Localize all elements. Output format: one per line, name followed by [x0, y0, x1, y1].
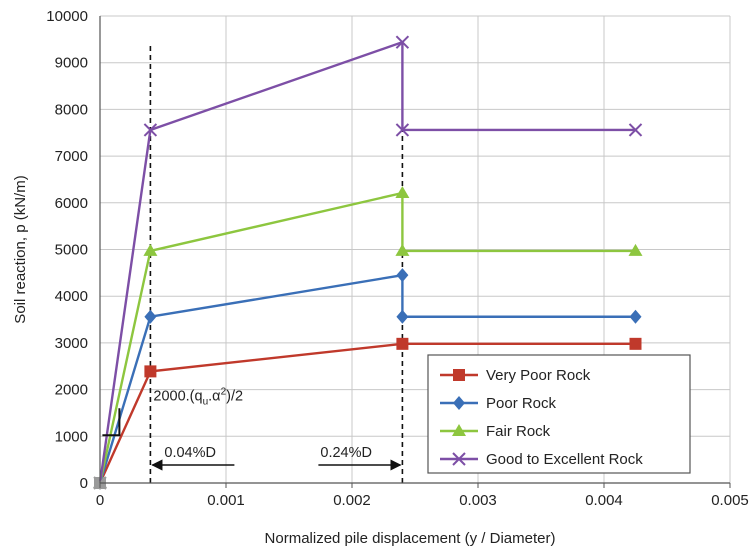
- marker-x-stroke: [395, 123, 410, 137]
- annotations: 2000.(qu.α2)/2 0.04%D 0.24%D: [102, 387, 402, 471]
- marker-diamond: [629, 309, 642, 324]
- x-tick-label: 0.005: [711, 492, 749, 509]
- marker-square: [396, 337, 409, 350]
- y-tick-label: 8000: [55, 101, 88, 118]
- marker-diamond: [453, 396, 465, 410]
- x-tick-label: 0.003: [459, 492, 497, 509]
- legend-label: Good to Excellent Rock: [486, 451, 643, 468]
- y-tick-label: 9000: [55, 55, 88, 72]
- marker-triangle: [395, 243, 410, 256]
- marker-x-stroke: [452, 452, 466, 466]
- slope-label: 2000.(qu.α2)/2: [153, 387, 243, 408]
- marker-diamond: [396, 268, 409, 283]
- marker-triangle: [395, 185, 410, 198]
- marker-x-stroke: [143, 123, 158, 137]
- slope-label-main: 2000.(q: [153, 389, 202, 405]
- slope-label-mid: .α: [208, 389, 220, 405]
- series-fair-rock: [93, 185, 643, 488]
- y-tick-label: 1000: [55, 428, 88, 445]
- marker-diamond: [144, 309, 157, 324]
- y-tick-label: 0: [80, 475, 88, 492]
- marker-x-stroke: [628, 123, 643, 137]
- legend-label: Poor Rock: [486, 395, 557, 412]
- grid: [100, 15, 731, 483]
- legend-item: Poor Rock: [440, 395, 557, 412]
- legend-label: Very Poor Rock: [486, 367, 591, 384]
- x-tick-label: 0.002: [333, 492, 371, 509]
- marker-square: [629, 337, 642, 350]
- marker-x: [452, 452, 466, 466]
- marker-x: [143, 123, 158, 137]
- y-tick-label: 7000: [55, 148, 88, 165]
- marker-square: [144, 365, 157, 378]
- x-tick-label: 0: [96, 492, 104, 509]
- y-axis-title: Soil reaction, p (kN/m): [12, 175, 29, 323]
- marker-x-stroke: [395, 35, 410, 49]
- legend-item: Fair Rock: [440, 423, 551, 440]
- x-tick-label: 0.001: [207, 492, 245, 509]
- marker-diamond: [396, 309, 409, 324]
- reference-lines: [149, 42, 404, 483]
- series-layer: [93, 35, 643, 490]
- axes: 0 0.001 0.002 0.003 0.004 0.005 0 1000 2000 3000 4…: [12, 8, 749, 547]
- x-tick-label: 0.004: [585, 492, 623, 509]
- y-tick-label: 5000: [55, 242, 88, 259]
- y-tick-label: 4000: [55, 288, 88, 305]
- legend-item: Good to Excellent Rock: [440, 451, 643, 468]
- arrow-label-0-24: 0.24%D: [320, 445, 372, 461]
- slope-label-sub: u: [203, 397, 209, 408]
- slope-label-sup: 2: [221, 387, 227, 398]
- marker-triangle: [628, 243, 643, 256]
- arrow-label-0-04: 0.04%D: [164, 445, 216, 461]
- marker-x: [628, 123, 643, 137]
- slope-triangle: [102, 408, 121, 437]
- legend-item: Very Poor Rock: [440, 367, 591, 384]
- x-axis-title: Normalized pile displacement (y / Diamet…: [265, 530, 556, 547]
- legend-label: Fair Rock: [486, 423, 551, 440]
- legend: Very Poor Rock Poor Rock Fair Rock Good to …: [427, 354, 691, 474]
- marker-triangle: [452, 424, 466, 436]
- y-tick-label: 6000: [55, 195, 88, 212]
- y-tick-label: 10000: [46, 8, 88, 25]
- y-tick-label: 2000: [55, 382, 88, 399]
- y-tick-label: 3000: [55, 335, 88, 352]
- marker-square: [453, 369, 465, 381]
- marker-triangle: [143, 243, 158, 256]
- marker-x: [395, 123, 410, 137]
- marker-x: [395, 35, 410, 49]
- series-line: [98, 342, 636, 484]
- slope-label-end: )/2: [226, 389, 243, 405]
